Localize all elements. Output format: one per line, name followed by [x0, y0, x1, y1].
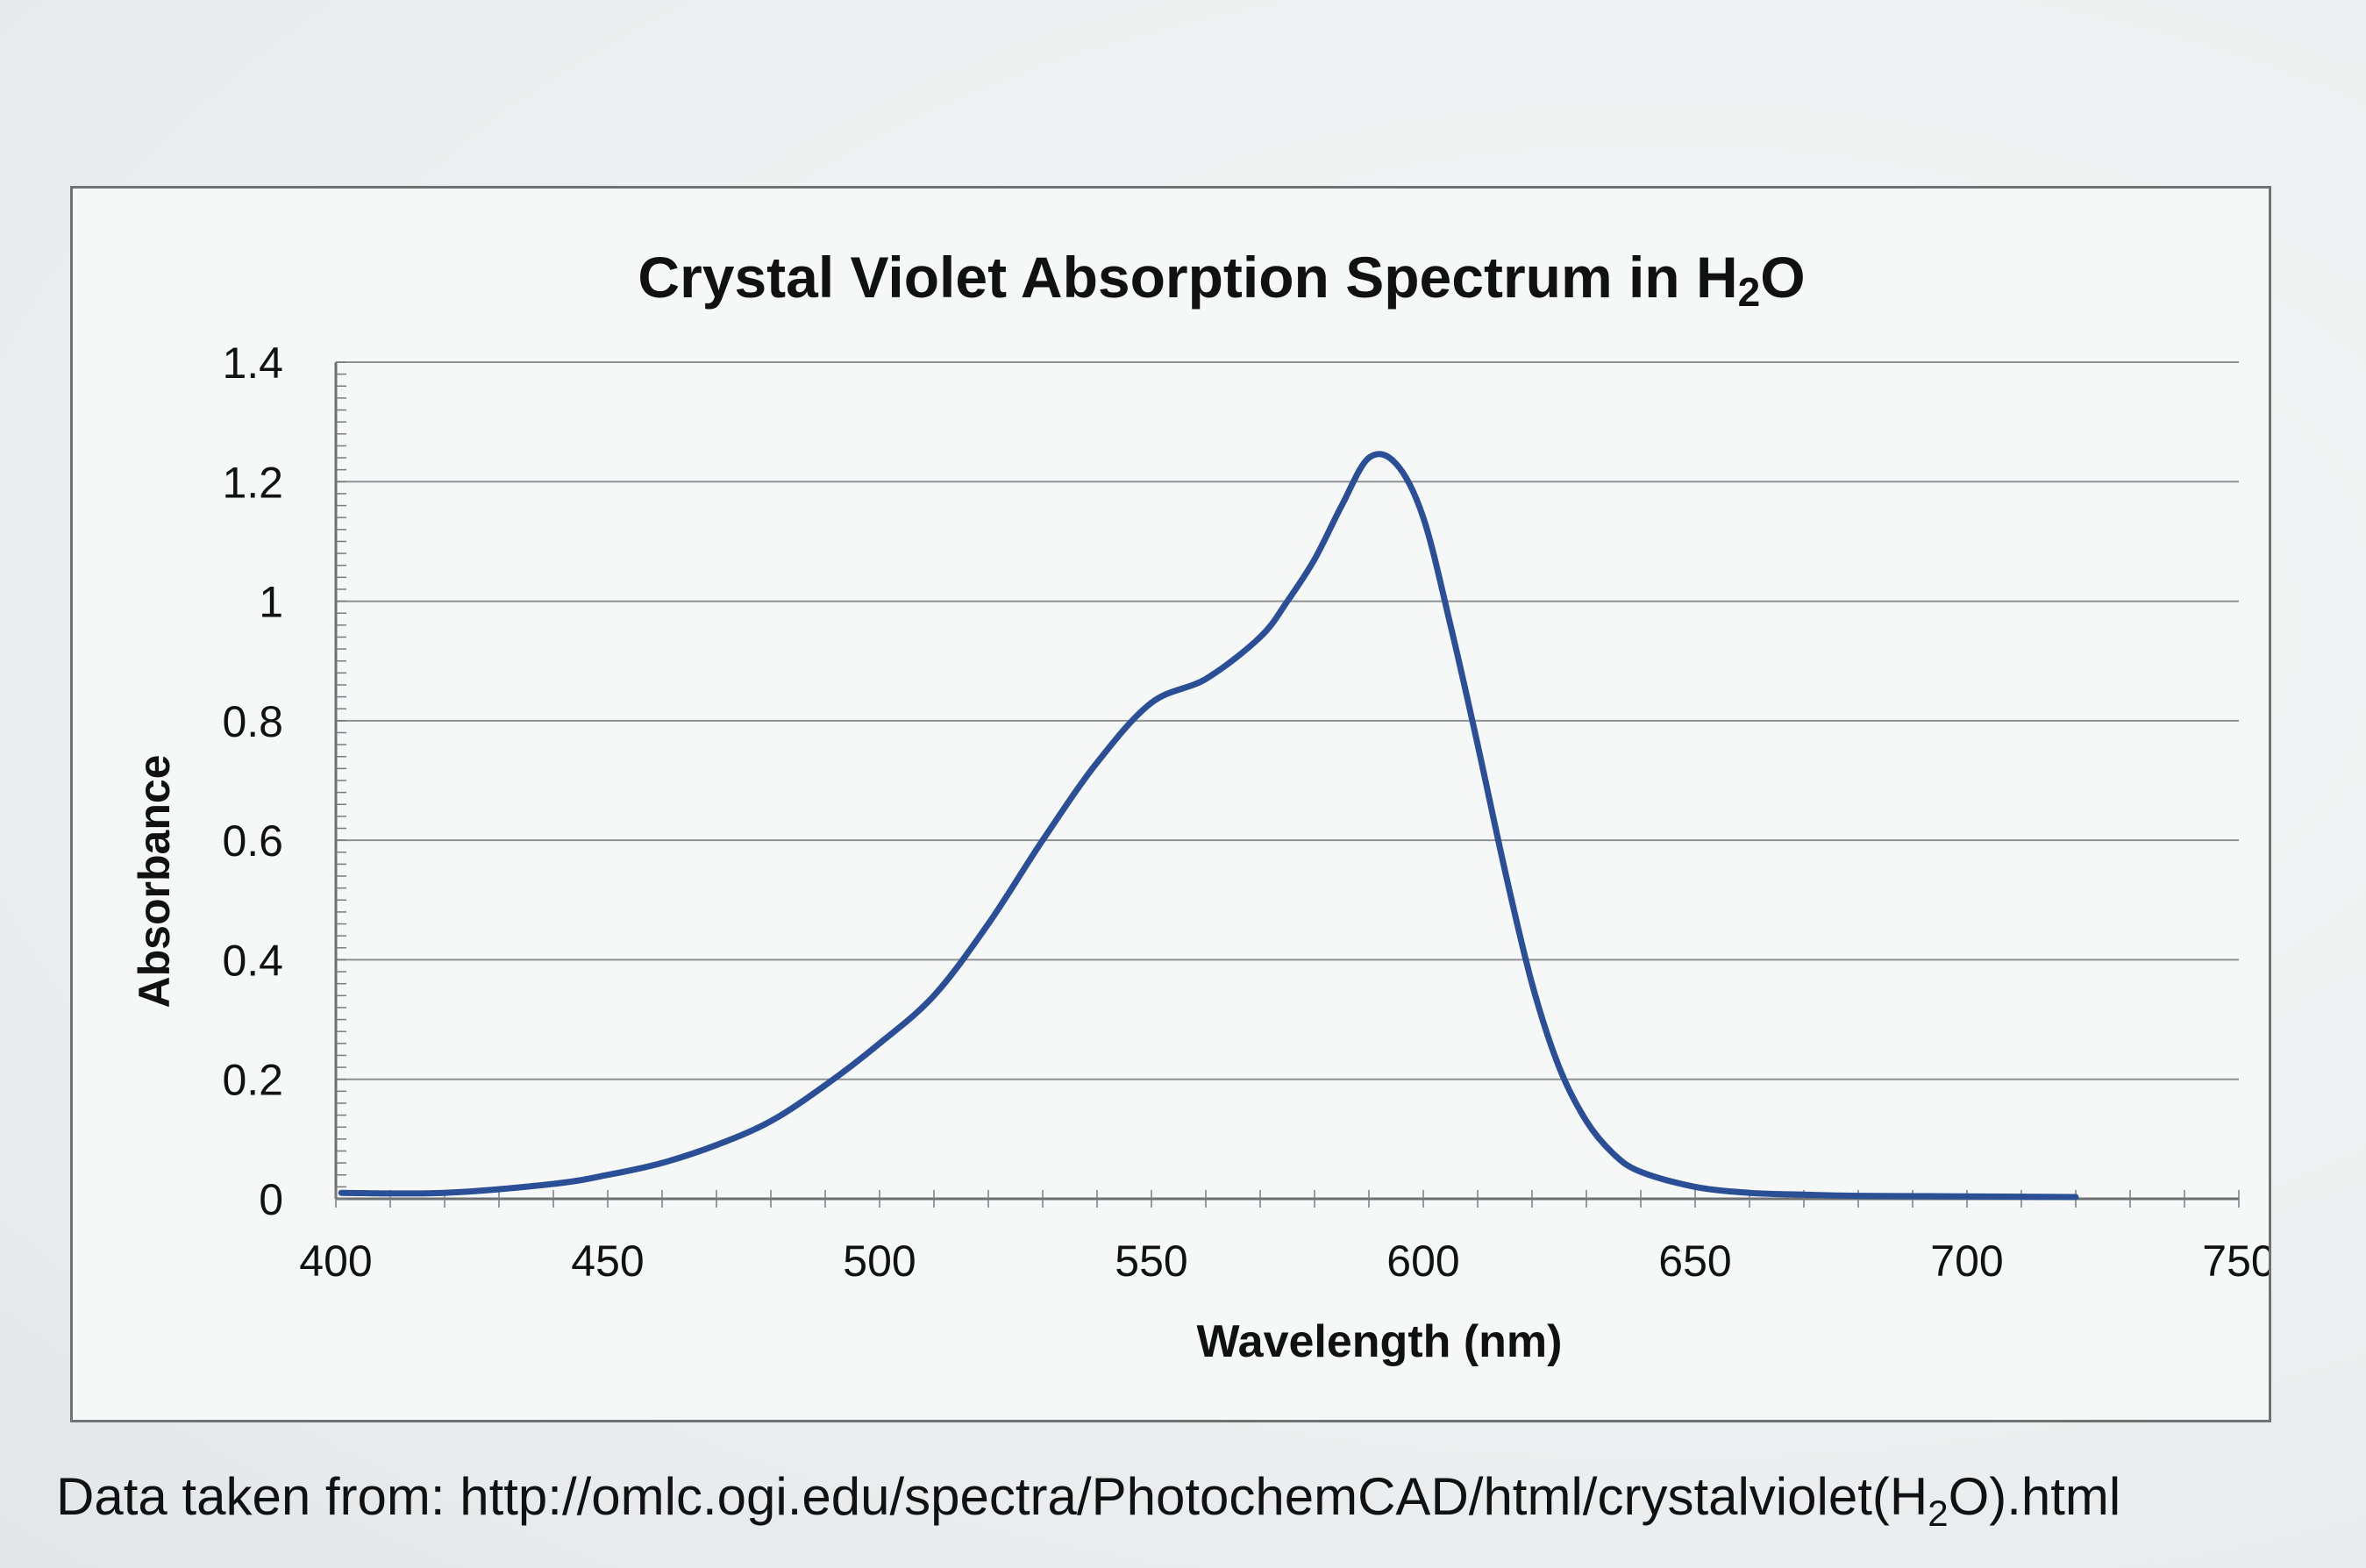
x-tick-label-5: 650: [1658, 1237, 1731, 1286]
caption-prefix: Data taken from: http://omlc.ogi.edu/spe…: [56, 1467, 1928, 1526]
tick-labels: 0 0.2 0.4 0.6 0.8 1 1.2 1.4 400 450 500 550 600 650 70…: [222, 339, 2269, 1286]
y-tick-label-5: 1: [259, 578, 283, 627]
grid-lines: [336, 361, 2239, 1080]
y-tick-label-7: 1.4: [222, 339, 283, 388]
y-tick-label-0: 0: [259, 1175, 283, 1224]
chart-title: Crystal Violet Absorption Spectrum in H2…: [638, 245, 1805, 315]
x-tick-label-4: 600: [1386, 1237, 1459, 1286]
x-tick-label-3: 550: [1115, 1237, 1187, 1286]
y-axis-label: Absorbance: [130, 755, 179, 1009]
y-tick-label-2: 0.4: [222, 936, 283, 985]
chart-frame: Crystal Violet Absorption Spectrum in H2…: [70, 186, 2271, 1422]
caption-subscript: 2: [1928, 1493, 1949, 1534]
y-tick-label-1: 0.2: [222, 1056, 283, 1105]
absorption-curve: [338, 451, 2079, 1201]
chart-title-end: O: [1760, 245, 1805, 310]
x-tick-label-1: 450: [571, 1237, 644, 1286]
y-tick-label-6: 1.2: [222, 458, 283, 507]
x-tick-label-6: 700: [1930, 1237, 2003, 1286]
y-tick-label-4: 0.8: [222, 697, 283, 746]
x-axis-label: Wavelength (nm): [1197, 1316, 1563, 1367]
axes: [334, 361, 2240, 1208]
caption-suffix: O).html: [1948, 1467, 2121, 1526]
data-source-caption: Data taken from: http://omlc.ogi.edu/spe…: [56, 1466, 2120, 1535]
chart-title-subscript: 2: [1738, 269, 1761, 315]
x-tick-label-0: 400: [299, 1237, 372, 1286]
absorption-chart: Crystal Violet Absorption Spectrum in H2…: [130, 245, 2269, 1367]
y-tick-label-3: 0.6: [222, 816, 283, 866]
chart-title-main: Crystal Violet Absorption Spectrum in H: [638, 245, 1737, 310]
x-tick-label-2: 500: [843, 1237, 916, 1286]
x-tick-label-7: 750: [2202, 1237, 2269, 1286]
